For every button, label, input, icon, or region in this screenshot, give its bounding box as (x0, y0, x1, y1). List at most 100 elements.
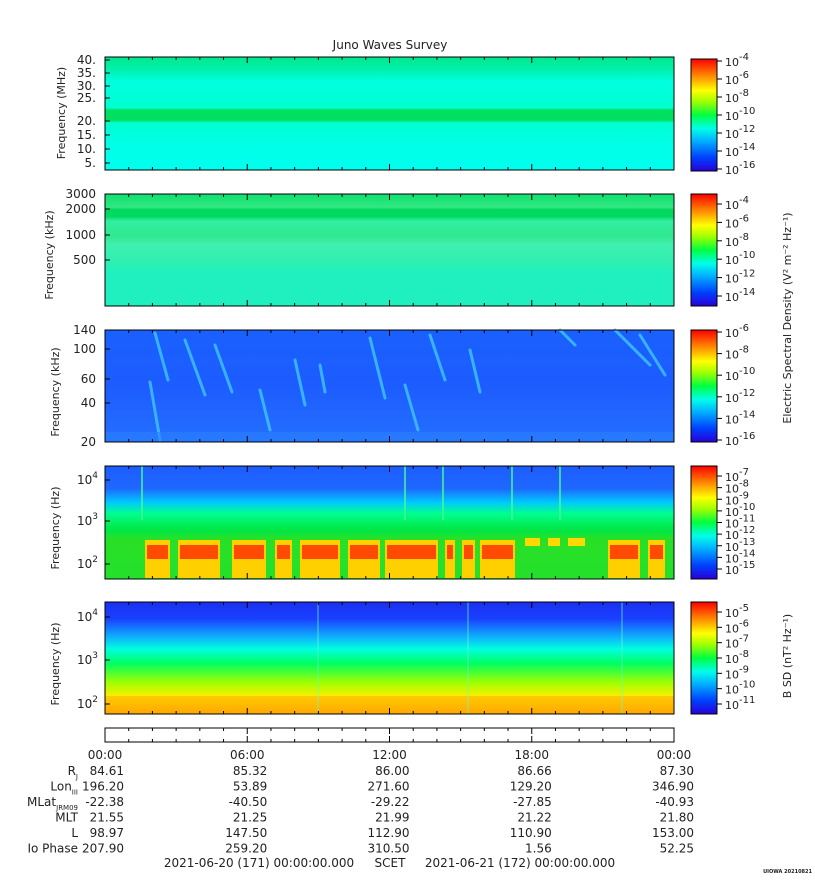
footer-start: 2021-06-20 (171) 00:00:00.000 (164, 856, 354, 870)
y-label-panel-4: Frequency (Hz) (49, 487, 62, 570)
y-tick-label: 103 (77, 651, 98, 667)
time-tick-label: 18:00 (514, 748, 549, 762)
y-tick-label: 40. (77, 53, 96, 67)
emission-burst-core (464, 545, 473, 559)
colorbar-tick-label: 10-7 (725, 467, 749, 484)
emission-streak (183, 338, 207, 397)
y-tick-label: 3000 (65, 187, 96, 201)
y-tick-label: 40 (81, 396, 96, 410)
emission-streak (428, 333, 447, 382)
time-tick-label: 06:00 (230, 748, 265, 762)
colorbar-5 (690, 601, 718, 715)
ephemeris-value: 259.20 (225, 842, 267, 856)
ephemeris-value: -40.50 (229, 795, 268, 809)
ephemeris-value: 85.32 (233, 764, 267, 778)
y-tick-label: 2000 (65, 202, 96, 216)
emission-streak (613, 328, 652, 367)
spectrogram-panel-4 (104, 465, 675, 580)
y-tick-label: 102 (77, 555, 98, 571)
colorbar-tick-label: 10-7 (725, 634, 749, 651)
emission-streak (403, 383, 420, 432)
ephemeris-row-label: RJ (68, 764, 78, 781)
colorbar-3 (690, 329, 718, 443)
emission-burst-core (610, 545, 638, 559)
ephemeris-value: 207.90 (82, 842, 124, 856)
colorbar-tick-label: 10-11 (725, 695, 755, 712)
ephemeris-value: 271.60 (368, 780, 410, 794)
ephemeris-value: 1.56 (525, 842, 552, 856)
ephemeris-value: 98.97 (90, 826, 124, 840)
colorbar-tick-label: 10-6 (725, 213, 749, 230)
emission-burst-core (234, 545, 264, 559)
axis-ticks (104, 57, 675, 742)
e-colorbar-label: Electric Spectral Density (V² m⁻² Hz⁻¹) (781, 212, 794, 423)
colorbar-tick-label: 10-4 (725, 195, 749, 212)
ephemeris-value: 21.22 (517, 811, 551, 825)
colorbar-tick-label: 10-10 (725, 502, 755, 519)
ephemeris-value: 21.99 (375, 811, 409, 825)
emission-burst-core (277, 545, 290, 559)
ephemeris-value: -22.38 (85, 795, 124, 809)
ephemeris-value: 129.20 (510, 780, 552, 794)
ephemeris-value: 53.89 (233, 780, 267, 794)
colorbar-tick-label: 10-10 (725, 366, 755, 383)
ephemeris-row-label: LonIII (50, 780, 78, 797)
colorbar-tick-label: 10-10 (725, 680, 755, 697)
colorbar-tick-label: 10-9 (725, 664, 749, 681)
ephemeris-value: 87.30 (660, 764, 694, 778)
emission-burst-small (548, 538, 560, 546)
ephemeris-row-label: MLatJRM09 (27, 795, 78, 812)
ephemeris-value: 196.20 (82, 780, 124, 794)
emission-streak (213, 343, 234, 394)
y-tick-label: 35. (77, 66, 96, 80)
spectrogram-panel-5 (104, 601, 675, 715)
ephemeris-row-label: Io Phase (27, 842, 78, 856)
colorbar-1 (690, 58, 718, 172)
colorbar-tick-label: 10-13 (725, 537, 755, 554)
colorbar-tick-label: 10-14 (725, 409, 755, 426)
emission-burst-core (387, 545, 436, 559)
y-tick-label: 30. (77, 79, 96, 93)
spectrogram-panel-2 (104, 193, 675, 307)
ephemeris-row-label: L (71, 826, 78, 840)
spectrogram-panel-1 (104, 56, 675, 171)
emission-burst-core (447, 545, 453, 559)
emission-streak (153, 331, 170, 382)
time-tick-label: 00:00 (88, 748, 123, 762)
colorbar-tick-label: 10-9 (725, 490, 749, 507)
colorbar-tick-label: 10-12 (725, 124, 755, 141)
emission-burst-core (180, 545, 218, 559)
emission-streak (558, 328, 577, 347)
y-tick-label: 104 (77, 471, 98, 487)
y-label-panel-5: Frequency (Hz) (49, 623, 62, 706)
colorbar-tick-label: 10-15 (725, 560, 755, 577)
ephemeris-value: 346.90 (652, 780, 694, 794)
ephemeris-row-label: MLT (55, 811, 78, 825)
y-tick-label: 25. (77, 91, 96, 105)
ephemeris-value: 86.66 (517, 764, 551, 778)
ephemeris-value: 21.25 (233, 811, 267, 825)
ephemeris-value: 21.80 (660, 811, 694, 825)
ephemeris-value: 153.00 (652, 826, 694, 840)
colorbar-tick-label: 10-11 (725, 514, 755, 531)
emission-streak (368, 336, 387, 400)
ephemeris-value: 112.90 (368, 826, 410, 840)
spectrogram-panel-3 (104, 328, 675, 443)
y-tick-label: 1000 (65, 228, 96, 242)
emission-burst-core (650, 545, 663, 559)
y-tick-label: 140 (73, 323, 96, 337)
y-tick-label: 20 (81, 435, 96, 449)
ephemeris-value: -29.22 (371, 795, 410, 809)
y-tick-label: 104 (77, 608, 98, 624)
colorbar-tick-label: 10-12 (725, 269, 755, 286)
colorbar-tick-label: 10-8 (725, 345, 749, 362)
y-tick-label: 20. (77, 114, 96, 128)
y-label-panel-3: Frequency (kHz) (49, 347, 62, 436)
ephemeris-value: -27.85 (513, 795, 552, 809)
emission-burst-core (302, 545, 338, 559)
emission-burst-core (147, 545, 168, 559)
ephemeris-value: 52.25 (660, 842, 694, 856)
colorbar-2 (690, 193, 718, 307)
colorbar-tick-label: 10-6 (725, 323, 749, 340)
ephemeris-value: 110.90 (510, 826, 552, 840)
